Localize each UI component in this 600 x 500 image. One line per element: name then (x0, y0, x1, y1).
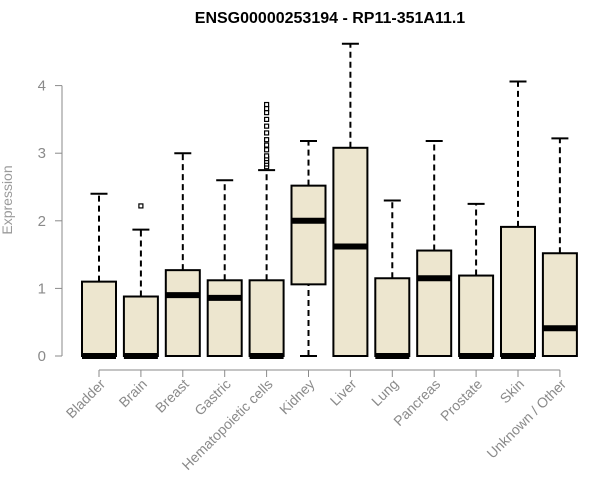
outlier-point (264, 137, 270, 143)
box-bladder (81, 192, 117, 359)
box-body (500, 225, 536, 357)
box-body (164, 269, 201, 358)
y-tick-label: 3 (38, 145, 46, 162)
x-tick-label: Pancreas (390, 376, 443, 429)
box-body (541, 252, 578, 357)
x-tick-label: Lung (368, 376, 401, 409)
box-kidney (290, 140, 327, 357)
y-axis-label: Expression (0, 165, 15, 234)
outlier-point (264, 130, 270, 136)
y-tick-label: 0 (38, 348, 46, 365)
box-body (122, 295, 159, 357)
outlier-point (264, 105, 270, 112)
boxes-layer (81, 42, 578, 359)
box-liver (332, 42, 369, 357)
chart-title: ENSG00000253194 - RP11-351A11.1 (195, 10, 466, 27)
box-unknown-other (541, 137, 578, 357)
outlier-point (264, 142, 270, 148)
box-body (374, 277, 411, 358)
y-tick-label: 1 (38, 280, 46, 297)
x-tick-label: Bladder (63, 376, 109, 422)
x-tick-label: Unknown / Other (483, 376, 569, 462)
x-tick-label: Prostate (437, 376, 485, 424)
x-tick-label: Kidney (276, 376, 318, 418)
x-tick-label: Breast (152, 376, 192, 416)
box-pancreas (416, 140, 453, 358)
outlier-point (264, 116, 270, 123)
box-hematopoietic-cells (248, 101, 285, 359)
box-body (332, 146, 369, 357)
y-axis: 0 1 2 3 4 (38, 78, 63, 365)
outlier-point (264, 101, 270, 108)
x-tick-label: Brain (116, 376, 150, 410)
box-gastric (206, 179, 243, 357)
outlier-point (264, 153, 270, 159)
outlier-point (138, 203, 144, 209)
outlier-point (264, 110, 270, 116)
box-breast (164, 152, 201, 358)
box-brain (122, 203, 159, 359)
x-tick-label: Skin (497, 376, 528, 407)
box-body (81, 280, 117, 358)
box-body (206, 279, 243, 357)
x-tick-label: Liver (327, 376, 360, 409)
box-body (458, 274, 495, 357)
box-lung (374, 199, 411, 359)
y-tick-label: 2 (38, 213, 46, 230)
y-tick-label: 4 (38, 78, 46, 95)
outlier-point (264, 123, 270, 129)
box-skin (500, 80, 536, 359)
box-body (416, 249, 453, 358)
box-body (248, 279, 285, 357)
box-prostate (458, 202, 495, 359)
box-body (290, 184, 327, 286)
outlier-point (264, 147, 270, 153)
